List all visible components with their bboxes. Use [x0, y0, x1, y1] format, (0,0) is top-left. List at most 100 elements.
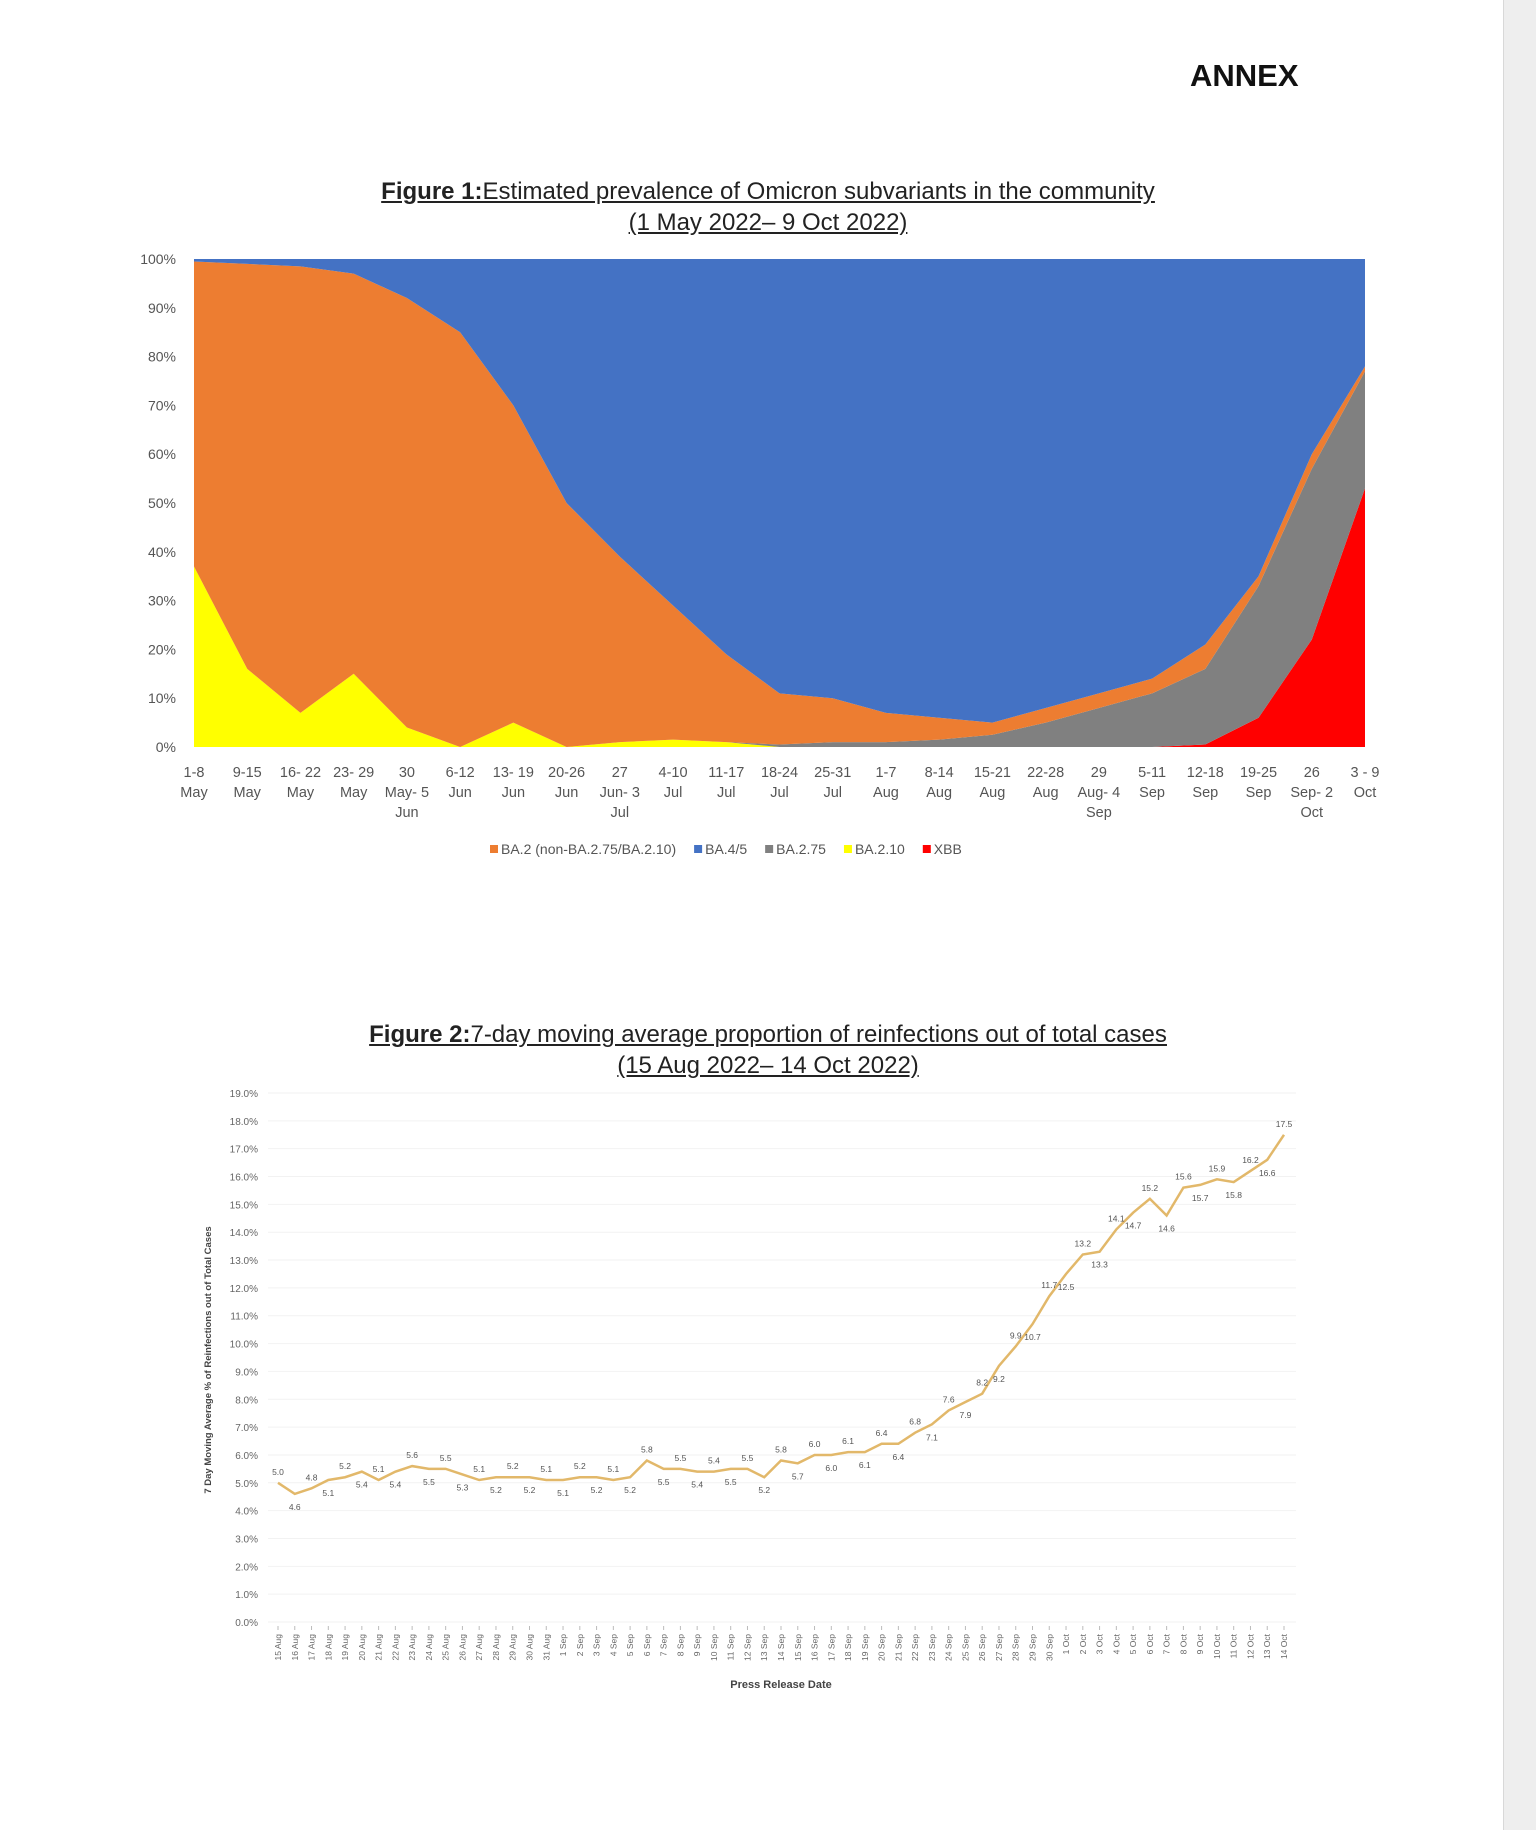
x-tick-label: 23 Sep	[927, 1634, 937, 1661]
x-tick-label: Jun	[555, 785, 578, 801]
data-label: 5.4	[389, 1480, 401, 1490]
data-label: 5.2	[507, 1461, 519, 1471]
y-axis-title: 7 Day Moving Average % of Reinfections o…	[203, 1226, 214, 1493]
y-tick-label: 18.0%	[230, 1117, 258, 1128]
x-tick-label: 20-26	[548, 765, 585, 781]
data-line	[277, 1134, 1286, 1496]
data-label: 5.1	[540, 1464, 552, 1474]
x-tick-label: Sep	[1192, 785, 1218, 801]
x-tick-label: 3 Oct	[1095, 1633, 1105, 1654]
data-label: 5.8	[775, 1445, 787, 1455]
x-tick-label: 26 Sep	[977, 1634, 987, 1661]
data-label: 5.6	[406, 1450, 418, 1460]
x-axis-title: Press Release Date	[730, 1679, 832, 1691]
x-tick-label: 24 Sep	[944, 1634, 954, 1661]
y-tick-label: 50%	[148, 495, 176, 511]
y-tick-label: 5.0%	[235, 1479, 258, 1490]
x-tick-label: 15 Aug	[273, 1634, 283, 1661]
x-tick-label: Jul	[823, 785, 842, 801]
x-tick-label: 27 Aug	[474, 1634, 484, 1661]
data-label: 4.6	[289, 1502, 301, 1512]
x-tick-label: 11 Sep	[726, 1634, 736, 1661]
data-label: 5.2	[758, 1485, 770, 1495]
figure1-title-text: Estimated prevalence of Omicron subvaria…	[482, 178, 1155, 205]
x-tick-label: 12 Sep	[742, 1634, 752, 1661]
data-label: 16.6	[1259, 1168, 1276, 1178]
y-tick-label: 3.0%	[235, 1534, 258, 1545]
y-tick-label: 17.0%	[230, 1145, 258, 1156]
legend-label: BA.2.75	[776, 841, 826, 857]
y-tick-label: 19.0%	[230, 1089, 258, 1100]
x-tick-label: 15-21	[974, 765, 1011, 781]
data-label: 7.9	[960, 1410, 972, 1420]
data-label: 17.5	[1276, 1119, 1293, 1129]
y-tick-label: 7.0%	[235, 1423, 258, 1434]
x-tick-label: Jun- 3	[600, 785, 640, 801]
data-label: 5.7	[792, 1471, 804, 1481]
x-tick-label: 6 Sep	[642, 1634, 652, 1656]
y-tick-label: 14.0%	[230, 1228, 258, 1239]
y-tick-label: 10.0%	[230, 1340, 258, 1351]
y-tick-label: 6.0%	[235, 1451, 258, 1462]
data-label: 6.1	[842, 1436, 854, 1446]
data-label: 5.2	[524, 1485, 536, 1495]
data-label: 6.8	[909, 1417, 921, 1427]
data-label: 5.2	[624, 1485, 636, 1495]
x-tick-label: 25 Sep	[960, 1634, 970, 1661]
figure2-title: Figure 2:7-day moving average proportion…	[0, 1019, 1536, 1050]
x-tick-label: 22 Sep	[910, 1634, 920, 1661]
figure2-title-text: 7-day moving average proportion of reinf…	[470, 1021, 1167, 1048]
x-tick-label: 17 Aug	[307, 1634, 317, 1661]
x-tick-label: 28 Aug	[491, 1634, 501, 1661]
figure2-label: Figure 2:	[369, 1021, 471, 1048]
x-tick-label: 24 Aug	[424, 1634, 434, 1661]
data-label: 5.4	[691, 1480, 703, 1490]
x-tick-label: 23 Aug	[407, 1634, 417, 1661]
data-label: 14.7	[1125, 1221, 1142, 1231]
x-tick-label: Sep	[1246, 785, 1272, 801]
data-label: 9.2	[993, 1374, 1005, 1384]
x-tick-label: 4-10	[659, 765, 688, 781]
x-tick-label: 6-12	[446, 765, 475, 781]
x-tick-label: Jun	[395, 805, 418, 821]
data-label: 6.0	[825, 1463, 837, 1473]
legend-swatch	[843, 845, 852, 853]
x-tick-label: 29	[1091, 765, 1107, 781]
x-tick-label: Jun	[448, 785, 471, 801]
x-tick-label: Jul	[770, 785, 789, 801]
y-tick-label: 16.0%	[230, 1173, 258, 1184]
data-label: 5.4	[708, 1456, 720, 1466]
figure1-subtitle-text: (1 May 2022– 9 Oct 2022)	[628, 209, 908, 236]
x-tick-label: 21 Sep	[893, 1634, 903, 1661]
y-tick-label: 1.0%	[235, 1590, 258, 1601]
x-tick-label: 25-31	[814, 765, 851, 781]
data-label: 14.1	[1108, 1213, 1125, 1223]
x-tick-label: 20 Aug	[357, 1634, 367, 1661]
data-label: 8.2	[976, 1378, 988, 1388]
x-tick-label: 26 Aug	[457, 1634, 467, 1661]
x-tick-label: Jul	[664, 785, 683, 801]
data-label: 6.1	[859, 1460, 871, 1470]
x-tick-label: 5 Oct	[1128, 1633, 1138, 1654]
x-tick-label: 7 Oct	[1162, 1633, 1172, 1654]
y-tick-label: 2.0%	[235, 1562, 258, 1573]
data-label: 9.9	[1010, 1330, 1022, 1340]
x-tick-label: 22 Aug	[390, 1634, 400, 1661]
x-tick-label: 16 Sep	[810, 1634, 820, 1661]
x-tick-label: 19-25	[1240, 765, 1277, 781]
data-label: 13.2	[1075, 1238, 1092, 1248]
data-label: 5.2	[339, 1461, 351, 1471]
data-label: 7.6	[943, 1394, 955, 1404]
y-tick-label: 30%	[148, 593, 176, 609]
x-tick-label: 27 Sep	[994, 1634, 1004, 1661]
x-tick-label: 1 Sep	[558, 1634, 568, 1656]
x-tick-label: May	[234, 785, 262, 801]
x-tick-label: Oct	[1354, 785, 1377, 801]
x-tick-label: 18 Aug	[323, 1634, 333, 1661]
data-label: 15.6	[1175, 1172, 1192, 1182]
x-tick-label: 11-17	[708, 765, 744, 781]
data-label: 6.4	[876, 1428, 888, 1438]
data-label: 5.5	[742, 1453, 754, 1463]
x-tick-label: 29 Aug	[508, 1634, 518, 1661]
x-tick-label: 2 Oct	[1078, 1633, 1088, 1654]
